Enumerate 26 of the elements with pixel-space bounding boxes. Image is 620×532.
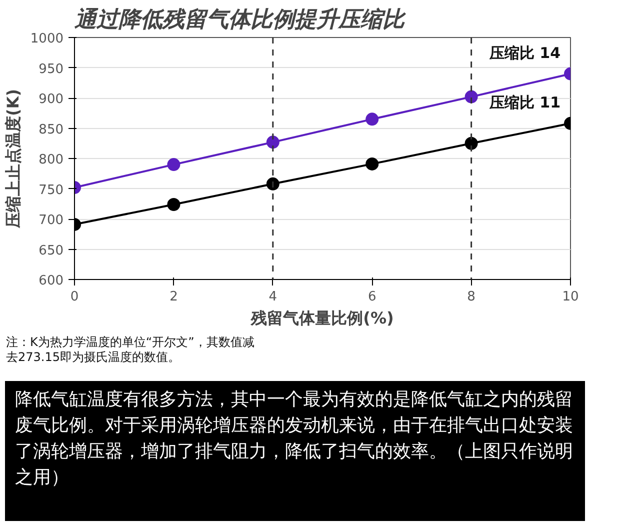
y-tick-label: 700 [38, 213, 64, 228]
x-tick-label: 4 [268, 290, 278, 304]
y-tick-label: 750 [38, 182, 64, 198]
y-tick-label: 900 [38, 92, 64, 107]
x-tick-label: 8 [467, 290, 476, 304]
chart-title: 通过降低残留气体比例提升压缩比 [74, 8, 406, 32]
point [266, 136, 280, 149]
x-tick-label: 10 [562, 290, 579, 304]
y-tick-label: 850 [38, 122, 64, 138]
point [366, 112, 379, 126]
y-tick-label: 650 [38, 243, 64, 258]
y-axis-title: 压缩上止点温度(K) [3, 88, 22, 230]
y-tick-label: 1000 [30, 32, 64, 46]
series-label: 压缩比 11 [488, 93, 561, 112]
y-tick-label: 600 [38, 274, 64, 288]
y-tick-label: 800 [38, 152, 64, 168]
y-tick-label: 950 [38, 62, 64, 77]
x-axis-title: 残留气体量比例(%) [250, 308, 394, 328]
x-tick-label: 6 [368, 290, 376, 304]
text: 降低气缸温度有很多方法，其中一个最为有效的是降低气缸之内的残留废气比例。对于采用涡轮增压器的发动机来说，由于在排气出口处安装了涡轮增压器，增加了排气阻力，降低了扫气的效率。（上图只作说明之用） [15, 388, 574, 490]
series-label: 压缩比 14 [488, 44, 561, 62]
x-tick-label: 0 [70, 290, 79, 304]
text: 注：K为热力学温度的单位“开尔文”，其数值减去273.15即为摄氏温度的数值。 [6, 335, 256, 365]
point [366, 157, 379, 170]
x-tick-label: 2 [170, 290, 178, 304]
point [266, 177, 280, 190]
